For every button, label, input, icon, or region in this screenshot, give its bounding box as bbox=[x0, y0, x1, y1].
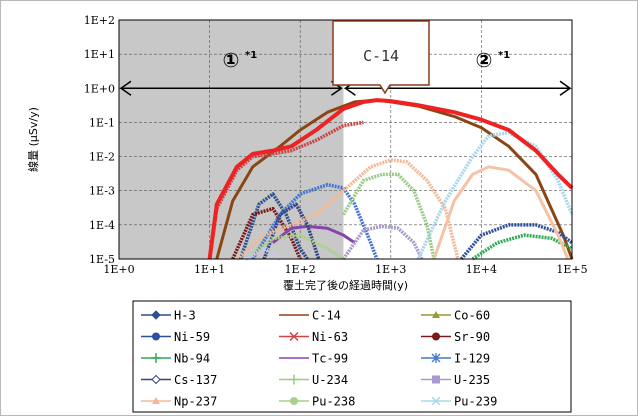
series-line-nb-94 bbox=[471, 233, 573, 261]
region-1-label: ① bbox=[223, 48, 240, 72]
series-line-total bbox=[207, 98, 574, 260]
series-line-am-241 bbox=[244, 246, 282, 261]
region-2-footnote: *1 bbox=[498, 50, 510, 61]
legend-item-co-60: Co-60 bbox=[421, 309, 490, 323]
legend-marker-triangle bbox=[432, 311, 440, 318]
legend-label: Nb-94 bbox=[174, 352, 210, 366]
legend-item-pu-238: Pu-238 bbox=[279, 395, 355, 409]
legend-marker-circle bbox=[290, 397, 298, 405]
region-2-label: ② bbox=[476, 48, 493, 72]
series-line-u-235 bbox=[341, 224, 424, 260]
y-tick-labels: 1E+2 1E+1 1E+0 1E-1 1E-2 1E-3 1E-4 1E-5 bbox=[84, 14, 115, 266]
legend-marker-star bbox=[431, 353, 441, 363]
series-line-i-129 bbox=[251, 182, 379, 260]
arrow-head-right-2 bbox=[559, 80, 572, 96]
legend-label: Sr-90 bbox=[454, 330, 490, 344]
y-tick-label: 1E+2 bbox=[84, 14, 115, 27]
region-1-footnote: *1 bbox=[245, 50, 257, 61]
legend-label: U-235 bbox=[454, 373, 490, 387]
callout-box bbox=[332, 20, 430, 95]
legend-item-ni-63: Ni-63 bbox=[279, 330, 348, 344]
legend-label: Cs-137 bbox=[174, 373, 217, 387]
legend-item-tc-99: Tc-99 bbox=[279, 352, 348, 366]
y-tick-label: 1E+1 bbox=[84, 48, 115, 61]
legend-item-c-14: C-14 bbox=[279, 309, 341, 323]
series-line-ni-59 bbox=[459, 223, 574, 261]
x-axis-label: 覆土完了後の経過時間(y) bbox=[283, 278, 408, 292]
series-line-pu-240 bbox=[432, 165, 570, 260]
plot-area-border bbox=[118, 19, 573, 260]
series-line-sr-90 bbox=[231, 206, 302, 260]
legend-item-cs-137: Cs-137 bbox=[141, 373, 217, 387]
legend-label: C-14 bbox=[312, 309, 341, 323]
legend-item-np-237: Np-237 bbox=[141, 395, 217, 409]
legend-item-sr-90: Sr-90 bbox=[421, 330, 490, 344]
legend-marker-circle bbox=[432, 332, 440, 341]
legend: H-3 C-14 Co-60 Ni-59 Ni-63 Sr-90 Nb-94 Tc-99 I-1… bbox=[132, 300, 572, 413]
x-tick-label: 1E+5 bbox=[556, 263, 587, 276]
legend-label: Tc-99 bbox=[312, 352, 348, 366]
callout-text: C-14 bbox=[363, 47, 399, 65]
legend-label: Pu-238 bbox=[312, 395, 355, 409]
legend-label: Ni-59 bbox=[174, 330, 210, 344]
legend-item-i-129: I-129 bbox=[421, 352, 490, 366]
legend-marker-circle bbox=[152, 332, 160, 341]
legend-label: U-234 bbox=[312, 373, 348, 387]
legend-item-pu-239: Pu-239 bbox=[421, 395, 497, 409]
legend-marker-plus bbox=[289, 374, 299, 385]
y-tick-label: 1E-2 bbox=[89, 151, 115, 164]
x-tick-label: 1E+3 bbox=[375, 263, 406, 276]
legend-box bbox=[132, 300, 572, 413]
legend-item-nb-94: Nb-94 bbox=[141, 352, 210, 366]
legend-marker-triangle bbox=[152, 397, 160, 404]
series-line-pu-238 bbox=[244, 233, 345, 261]
series-line-u-234 bbox=[341, 172, 436, 260]
legend-item-u-234: U-234 bbox=[279, 373, 348, 387]
x-tick-labels: 1E+0 1E+1 1E+2 1E+3 1E+4 1E+5 bbox=[103, 263, 587, 276]
callout-c14: C-14 bbox=[332, 20, 430, 95]
legend-label: Pu-239 bbox=[454, 395, 497, 409]
x-tick-label: 1E+1 bbox=[194, 263, 225, 276]
y-tick-label: 1E-1 bbox=[89, 116, 115, 129]
legend-marker-x bbox=[289, 331, 299, 342]
series-line-np-237 bbox=[235, 158, 460, 261]
legend-label: Ni-63 bbox=[312, 330, 348, 344]
legend-item-h-3: H-3 bbox=[141, 309, 196, 323]
y-tick-label: 1E-3 bbox=[89, 185, 115, 198]
legend-marker-square bbox=[432, 375, 440, 384]
y-tick-label: 1E+0 bbox=[84, 82, 115, 95]
legend-marker-diamond bbox=[151, 310, 161, 320]
arrow-head-left-1 bbox=[119, 80, 132, 96]
legend-item-u-235: U-235 bbox=[421, 373, 490, 387]
legend-marker-diamond bbox=[151, 374, 161, 385]
legend-label: Np-237 bbox=[174, 395, 217, 409]
y-tick-label: 1E-5 bbox=[89, 253, 115, 266]
legend-label: H-3 bbox=[174, 309, 196, 323]
legend-label: Co-60 bbox=[454, 309, 490, 323]
x-tick-label: 1E+4 bbox=[466, 263, 497, 276]
legend-marker-plus bbox=[151, 353, 161, 363]
series-line-pu-239 bbox=[416, 130, 574, 260]
series-lines bbox=[207, 98, 574, 261]
series-line-ni-63 bbox=[207, 120, 364, 260]
legend-marker-x bbox=[431, 396, 441, 406]
y-axis-label: 線量 (μSv/y) bbox=[26, 107, 40, 172]
legend-item-ni-59: Ni-59 bbox=[141, 330, 210, 344]
legend-label: I-129 bbox=[454, 352, 490, 366]
y-tick-label: 1E-4 bbox=[89, 219, 115, 232]
series-line-tc-99 bbox=[271, 224, 356, 244]
x-tick-label: 1E+2 bbox=[285, 263, 316, 276]
x-tick-label: 1E+0 bbox=[103, 263, 134, 276]
